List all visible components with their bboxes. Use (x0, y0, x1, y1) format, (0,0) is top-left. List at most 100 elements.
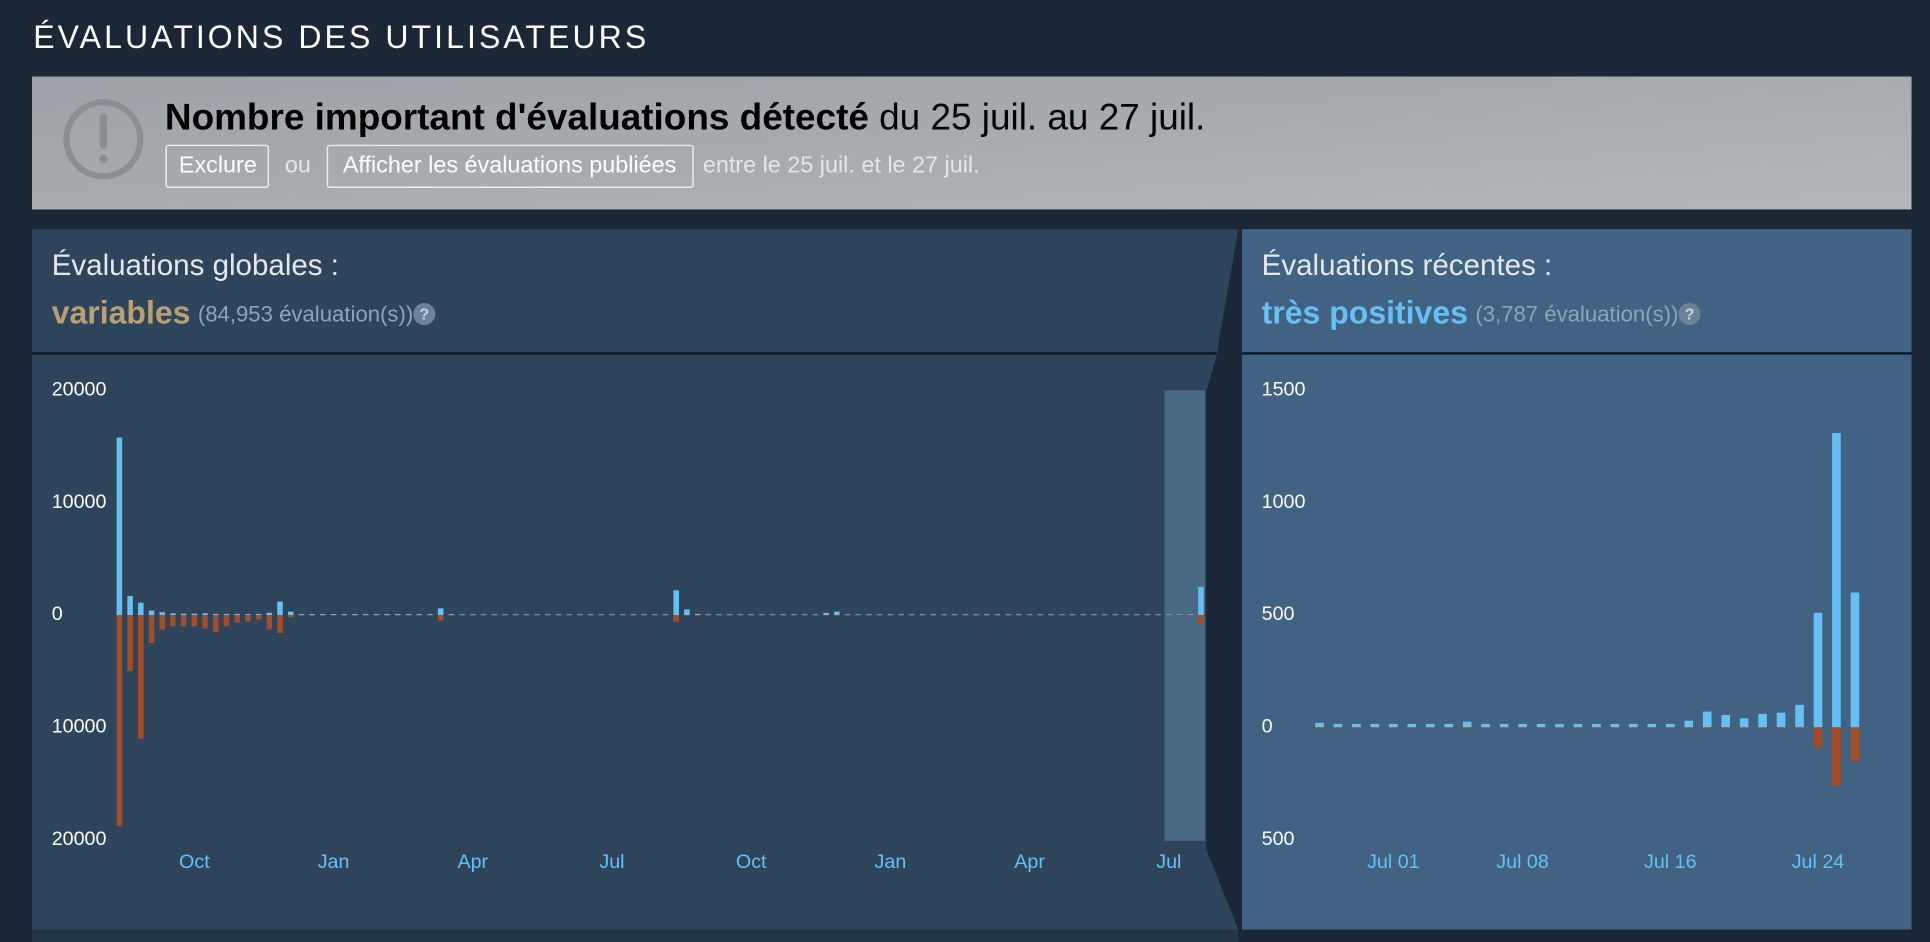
bar (994, 615, 1001, 616)
bar (245, 615, 251, 622)
bar (266, 615, 273, 630)
bar (1629, 727, 1638, 729)
x-tick-label: Oct (736, 851, 767, 873)
bar (287, 611, 294, 616)
exclude-button[interactable] (165, 144, 270, 189)
bar (834, 615, 840, 616)
bar (491, 615, 497, 616)
bar (405, 614, 412, 616)
bar (298, 615, 305, 616)
bar (138, 615, 144, 739)
alert-title-rest: du 25 juil. au 27 juil. (869, 96, 1205, 137)
bar (223, 613, 230, 616)
bar (1315, 727, 1324, 729)
bar (1813, 727, 1823, 748)
bar (930, 615, 937, 616)
bar (448, 614, 455, 616)
bar (1333, 727, 1343, 729)
bar (919, 615, 926, 616)
rating: très positives (1262, 295, 1468, 331)
bar (502, 614, 508, 616)
y-tick-label: 10000 (52, 716, 107, 738)
bar (609, 614, 615, 616)
x-tick-label: Apr (457, 851, 488, 873)
bar (544, 615, 551, 616)
bar (941, 615, 947, 616)
bar (1425, 727, 1435, 729)
bar (180, 613, 187, 616)
bar (812, 614, 819, 616)
bar (844, 614, 851, 616)
bar (1795, 727, 1804, 729)
bar (480, 615, 487, 616)
bar (866, 614, 872, 616)
show-button[interactable] (326, 144, 694, 189)
bar (309, 614, 315, 616)
bar (577, 615, 583, 616)
bar (962, 614, 969, 616)
x-tick-label: Jan (875, 851, 907, 873)
rating: variables (52, 295, 191, 331)
overall-panel-footer (32, 929, 1239, 942)
bar (1721, 727, 1730, 729)
bar (138, 602, 144, 616)
bar (1555, 727, 1564, 729)
bar (1647, 723, 1657, 728)
bar (159, 612, 165, 616)
bar (213, 613, 219, 616)
bar (1101, 614, 1108, 616)
exclude-button-label[interactable]: Exclure (179, 152, 257, 178)
recent-chart: Évaluations récentes : très positives (3,7… (1262, 249, 1860, 873)
y-tick-label: 20000 (52, 379, 107, 401)
x-tick-label: Oct (179, 851, 210, 873)
bar (769, 615, 776, 616)
bar (405, 615, 412, 616)
review-count: (84,953 évaluation(s)) (198, 301, 413, 326)
bar (737, 614, 744, 616)
bar (320, 615, 326, 616)
bar (630, 614, 637, 616)
bar (1850, 592, 1860, 728)
bar (1444, 727, 1454, 729)
bar (898, 614, 904, 616)
bar (791, 615, 797, 616)
range-text: entre le 25 juil. et le 27 juil. (703, 152, 980, 178)
bar (823, 612, 829, 616)
bar (1832, 727, 1841, 786)
bar (598, 615, 605, 616)
bar (1425, 723, 1435, 728)
x-tick-label: Jul (1156, 851, 1181, 873)
bar (1133, 615, 1140, 616)
bar (362, 614, 369, 616)
bar (544, 614, 551, 616)
bar (694, 613, 701, 616)
bar (395, 614, 401, 616)
bar (1166, 615, 1172, 616)
bar (748, 614, 754, 616)
alert-icon-dot (99, 154, 108, 164)
bar (213, 615, 219, 632)
bar (641, 615, 647, 616)
bar (566, 615, 572, 616)
bar (223, 615, 230, 627)
show-button-label[interactable]: Afficher les évaluations publiées (343, 152, 677, 178)
bar (1776, 727, 1786, 729)
bar (1462, 727, 1472, 729)
y-tick-label: 500 (1262, 828, 1295, 850)
bar (673, 590, 680, 616)
bar (801, 615, 808, 616)
bar (437, 615, 444, 621)
bar (630, 615, 637, 616)
bar (512, 614, 519, 616)
bar (834, 611, 840, 616)
bar (180, 615, 187, 627)
bar (780, 614, 787, 616)
bar (1026, 614, 1033, 616)
bar (930, 614, 937, 616)
bar (255, 613, 262, 616)
bar (1573, 723, 1583, 728)
bar (116, 615, 123, 827)
bar (673, 615, 680, 622)
bar (577, 614, 583, 616)
bar (309, 615, 315, 616)
